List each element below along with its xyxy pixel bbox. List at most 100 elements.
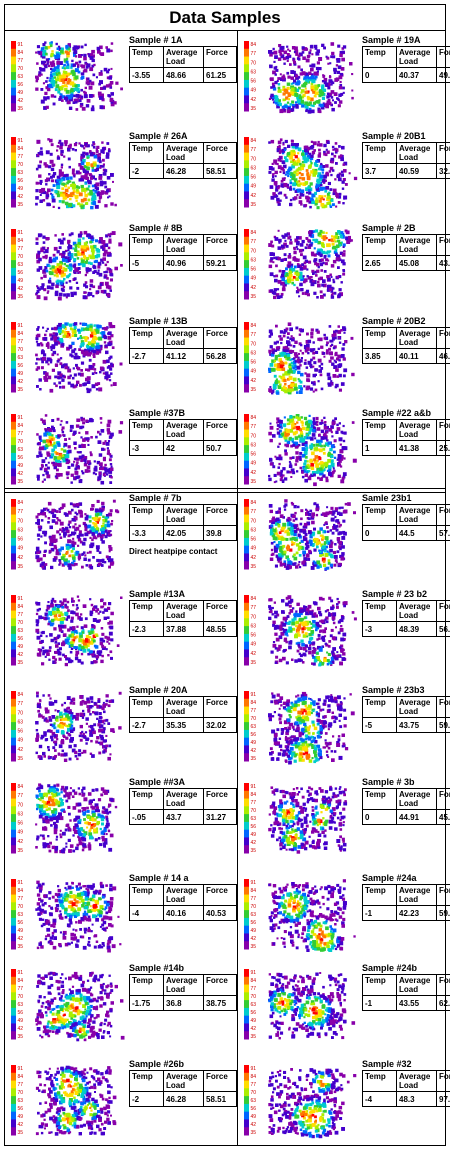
heatmap-pixel	[57, 642, 61, 645]
heatmap-pixel	[59, 253, 62, 256]
heatmap-image: 84 77 70 63 56 49 42 35	[242, 133, 360, 211]
heatmap-pixel	[76, 46, 80, 50]
heatmap-pixel	[336, 236, 340, 240]
heatmap-pixel	[76, 257, 80, 260]
heatmap-pixel	[94, 645, 99, 649]
heatmap-pixel	[269, 557, 274, 561]
heatmap-pixel	[96, 521, 99, 524]
heatmap-pixel	[37, 233, 42, 238]
heatmap-pixel	[50, 192, 53, 195]
heatmap-pixel	[95, 348, 99, 351]
heatmap-pixel	[285, 428, 290, 433]
heatmap-pixel	[288, 367, 293, 371]
heatmap-pixel	[269, 272, 274, 277]
heatmap-pixel	[51, 50, 54, 53]
heatmap-pixel	[76, 503, 80, 507]
heatmap-pixel	[279, 330, 284, 334]
heatmap-pixel	[333, 92, 338, 96]
scale-label: 42	[18, 652, 24, 658]
heatmap-pixel	[62, 74, 66, 79]
heatmap-pixel	[340, 479, 345, 484]
heatmap-pixel	[82, 70, 86, 73]
heatmap-pixel	[300, 517, 303, 521]
heatmap-pixel	[340, 354, 345, 358]
heatmap-pixel	[105, 270, 108, 274]
heatmap-pixel	[84, 513, 87, 516]
heatmap-pixel	[97, 430, 100, 434]
heatmap-pixel	[327, 196, 331, 200]
heatmap-pixel	[48, 256, 52, 260]
scale-label: 70	[18, 66, 24, 72]
scale-label: 56	[18, 363, 24, 369]
heatmap-pixel	[299, 275, 303, 279]
heatmap-pixel	[73, 98, 77, 102]
heatmap-pixel	[332, 55, 336, 59]
heatmap-pixel	[68, 95, 72, 100]
heatmap-pixel	[299, 349, 302, 352]
heatmap-pixel	[42, 512, 46, 516]
heatmap-pixel	[88, 292, 93, 296]
heatmap-pixel	[316, 61, 320, 65]
heatmap-pixel	[301, 177, 306, 181]
heatmap-pixel	[337, 454, 342, 458]
heatmap-pixel	[291, 158, 295, 162]
heatmap-pixel	[38, 51, 43, 56]
temp-header: Temp	[129, 234, 164, 256]
scale-bar-segment	[244, 368, 249, 377]
heatmap-pixel	[99, 370, 102, 374]
temp-header: Temp	[129, 142, 164, 164]
heatmap-pixel	[106, 359, 110, 364]
heatmap-pixel	[334, 361, 337, 364]
scale-label: 63	[18, 527, 24, 533]
heatmap-pixel	[338, 363, 343, 367]
heatmap-pixel	[110, 638, 114, 642]
heatmap-pixel	[282, 152, 285, 155]
heatmap-pixel	[55, 284, 59, 289]
heatmap-pixel	[277, 90, 280, 93]
heatmap-pixel	[340, 465, 343, 468]
heatmap-pixel	[48, 620, 52, 624]
heatmap-pixel	[342, 439, 346, 443]
heatmap-pixel	[49, 138, 53, 143]
heatmap-pixel	[65, 194, 69, 198]
heatmap-pixel	[306, 471, 309, 474]
heatmap-pixel	[83, 557, 87, 561]
heatmap-pixel	[284, 477, 288, 481]
heatmap-pixel	[71, 518, 75, 522]
heatmap-pixel	[60, 166, 63, 169]
heatmap-pixel	[326, 243, 330, 248]
heatmap-pixel	[289, 263, 294, 267]
heatmap-pixel	[49, 267, 52, 270]
heatmap-pixel	[281, 281, 285, 285]
scale-bar-segment	[244, 429, 249, 438]
heatmap-pixel	[74, 511, 77, 514]
heatmap-pixel	[69, 533, 72, 537]
heatmap-pixel	[89, 327, 92, 331]
heatmap-pixel	[319, 276, 323, 281]
heatmap-pixel	[35, 623, 39, 627]
heatmap-pixel	[316, 70, 319, 73]
scale-bar-segment	[11, 183, 16, 192]
heatmap-pixel	[101, 530, 105, 535]
heatmap-pixel	[97, 91, 102, 96]
heatmap-pixel	[353, 511, 356, 515]
heatmap-pixel	[97, 200, 101, 204]
heatmap-pixel	[39, 179, 43, 183]
heatmap-pixel	[71, 543, 75, 548]
heatmap-pixel	[89, 453, 93, 457]
heatmap-pixel	[288, 264, 292, 268]
heatmap-pixel	[328, 288, 332, 292]
heatmap-pixel	[296, 543, 300, 547]
heatmap-pixel	[304, 101, 309, 106]
scale-bar-segment	[11, 537, 16, 547]
heatmap-pixel	[276, 162, 279, 166]
heatmap-pixel	[93, 368, 97, 371]
heatmap-pixel	[290, 361, 294, 365]
heatmap-pixel	[330, 295, 335, 299]
heatmap-pixel	[310, 335, 314, 339]
scale-bar-segment	[11, 530, 16, 539]
heatmap-pixel	[292, 542, 296, 546]
heatmap-pixel	[104, 469, 108, 473]
